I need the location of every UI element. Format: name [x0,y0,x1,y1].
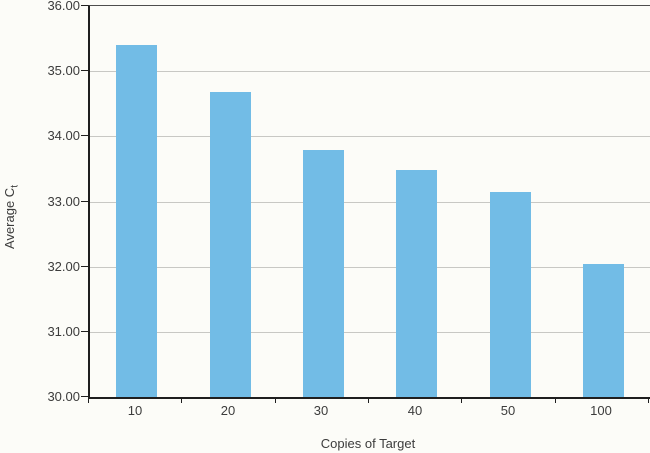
y-tick-mark-32.00 [81,266,88,267]
x-tick-label-30: 30 [313,403,329,418]
gridline-y-35 [90,71,650,72]
y-tick-label-36.00: 36.00 [47,0,80,13]
y-tick-label-31.00: 31.00 [47,324,80,339]
x-tick-label-10: 10 [127,403,143,418]
y-tick-mark-35.00 [81,70,88,71]
y-axis-title-subscript: t [9,185,21,188]
x-tick-label-40: 40 [407,403,423,418]
y-tick-mark-34.00 [81,135,88,136]
gridline-y-34 [90,136,650,137]
gridline-y-32 [90,267,650,268]
y-tick-label-34.00: 34.00 [47,128,80,143]
y-tick-mark-30.00 [81,396,88,397]
bar-50 [490,192,531,397]
x-tick-mark-5 [555,397,556,403]
x-tick-mark-6 [648,397,649,403]
bar-40 [396,170,437,397]
x-tick-mark-0 [88,397,89,403]
x-tick-label-50: 50 [500,403,516,418]
y-tick-mark-36.00 [81,5,88,6]
x-tick-mark-4 [461,397,462,403]
bar-30 [303,150,344,397]
bar-20 [210,92,251,397]
bar-100 [583,264,624,397]
gridline-y-33 [90,202,650,203]
y-tick-mark-31.00 [81,331,88,332]
x-tick-mark-2 [275,397,276,403]
x-tick-mark-1 [181,397,182,403]
y-tick-mark-33.00 [81,201,88,202]
x-tick-label-20: 20 [220,403,236,418]
x-tick-label-100: 100 [590,403,612,418]
y-axis-title-text: Average C [2,187,17,249]
bar-10 [116,45,157,397]
x-axis-title: Copies of Target [320,436,416,451]
y-axis-title: Average Ct [2,117,22,317]
y-tick-label-32.00: 32.00 [47,259,80,274]
x-tick-mark-3 [368,397,369,403]
gridline-y-31 [90,332,650,333]
y-tick-label-35.00: 35.00 [47,63,80,78]
y-tick-label-30.00: 30.00 [47,389,80,404]
y-tick-label-33.00: 33.00 [47,194,80,209]
plot-area [88,5,650,399]
